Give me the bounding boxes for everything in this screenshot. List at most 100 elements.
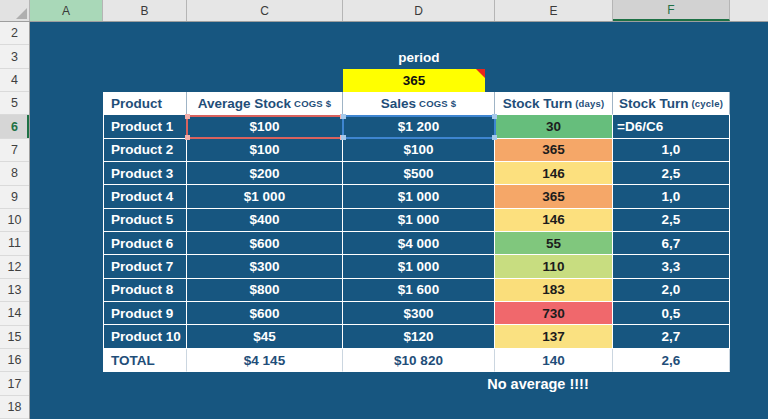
cell-stock-turn-cycle-formula[interactable]: =D6/C6: [613, 115, 730, 138]
cell-sales[interactable]: $120: [343, 325, 495, 348]
cell-stock-turn-days[interactable]: 55: [495, 232, 613, 255]
cell-stock-turn-cycle[interactable]: 2,7: [613, 325, 730, 348]
row-header-9[interactable]: 9: [0, 186, 29, 209]
cell-product[interactable]: Product 3: [103, 162, 187, 185]
cell-stock-turn-cycle[interactable]: 1,0: [613, 139, 730, 162]
cell-stock-turn-cycle[interactable]: 6,7: [613, 232, 730, 255]
cell-sales[interactable]: $100: [343, 139, 495, 162]
header-stock-turn-cycle-sub: (cycle): [692, 98, 724, 109]
column-header-c[interactable]: C: [187, 0, 343, 21]
row-header-10[interactable]: 10: [0, 209, 29, 232]
column-header-g-partial[interactable]: [730, 0, 768, 21]
cell-sales[interactable]: $1 600: [343, 279, 495, 302]
column-header-d[interactable]: D: [343, 0, 495, 21]
header-average-stock-label: Average Stock: [198, 96, 291, 111]
cell-product[interactable]: Product 10: [103, 325, 187, 348]
period-label-cell[interactable]: period: [343, 45, 495, 68]
column-header-b[interactable]: B: [103, 0, 187, 21]
ref-handle[interactable]: [492, 114, 497, 119]
cell-avg-stock[interactable]: $100: [187, 139, 343, 162]
cell-avg-stock[interactable]: $600: [187, 302, 343, 325]
cell-product[interactable]: Product 9: [103, 302, 187, 325]
cell-stock-turn-cycle[interactable]: 2,5: [613, 209, 730, 232]
row-header-bar: 2 3 4 5 6 7 8 9 10 11 12 13 14 15 16 17 …: [0, 22, 30, 419]
cell-product[interactable]: Product 8: [103, 279, 187, 302]
cell-stock-turn-cycle[interactable]: 3,3: [613, 255, 730, 278]
cell-sales[interactable]: $1 000: [343, 255, 495, 278]
ref-handle[interactable]: [341, 135, 346, 140]
total-sales-cell[interactable]: $10 820: [343, 349, 495, 372]
cell-avg-stock[interactable]: $400: [187, 209, 343, 232]
cell-avg-stock[interactable]: $1 000: [187, 185, 343, 208]
cell-stock-turn-days[interactable]: 110: [495, 255, 613, 278]
header-sales[interactable]: Sales COGS $: [343, 92, 495, 115]
total-stock-turn-days-cell[interactable]: 140: [495, 349, 613, 372]
cell-stock-turn-cycle[interactable]: 1,0: [613, 185, 730, 208]
row-header-5[interactable]: 5: [0, 92, 29, 115]
column-header-a[interactable]: A: [30, 0, 103, 21]
header-stock-turn-cycle-label: Stock Turn: [619, 96, 689, 111]
cell-avg-stock[interactable]: $600: [187, 232, 343, 255]
total-stock-turn-cycle-cell[interactable]: 2,6: [613, 349, 730, 372]
header-average-stock[interactable]: Average Stock COGS $: [187, 92, 343, 115]
row-header-4[interactable]: 4: [0, 69, 29, 92]
cell-stock-turn-days[interactable]: 730: [495, 302, 613, 325]
row-header-18[interactable]: 18: [0, 396, 29, 419]
ref-handle[interactable]: [185, 114, 190, 119]
cell-stock-turn-days[interactable]: 146: [495, 209, 613, 232]
cell-avg-stock[interactable]: $800: [187, 279, 343, 302]
cell-avg-stock[interactable]: $45: [187, 325, 343, 348]
row-header-11[interactable]: 11: [0, 232, 29, 255]
cell-stock-turn-days[interactable]: 183: [495, 279, 613, 302]
period-value-cell[interactable]: 365: [343, 69, 485, 92]
row-header-6[interactable]: 6: [0, 115, 29, 138]
formula-ref-border-c6[interactable]: [186, 115, 344, 139]
row-header-17[interactable]: 17: [0, 372, 29, 395]
row-header-7[interactable]: 7: [0, 139, 29, 162]
header-average-stock-sub: COGS $: [294, 98, 331, 109]
comment-indicator-icon: [476, 69, 485, 78]
select-all-corner[interactable]: [0, 0, 30, 21]
header-product[interactable]: Product: [103, 92, 187, 115]
row-header-8[interactable]: 8: [0, 162, 29, 185]
cell-sales[interactable]: $500: [343, 162, 495, 185]
header-stock-turn-cycle[interactable]: Stock Turn (cycle): [613, 92, 730, 115]
cell-product[interactable]: Product 4: [103, 185, 187, 208]
column-header-e[interactable]: E: [495, 0, 613, 21]
row-header-3[interactable]: 3: [0, 45, 29, 68]
row-header-15[interactable]: 15: [0, 326, 29, 349]
cell-stock-turn-cycle[interactable]: 2,5: [613, 162, 730, 185]
header-stock-turn-days[interactable]: Stock Turn (days): [495, 92, 613, 115]
row-header-12[interactable]: 12: [0, 256, 29, 279]
cell-stock-turn-days[interactable]: 365: [495, 185, 613, 208]
cell-avg-stock[interactable]: $300: [187, 255, 343, 278]
cell-sales[interactable]: $1 000: [343, 185, 495, 208]
cell-avg-stock[interactable]: $200: [187, 162, 343, 185]
cell-stock-turn-days[interactable]: 365: [495, 139, 613, 162]
row-header-14[interactable]: 14: [0, 302, 29, 325]
cell-product[interactable]: Product 1: [103, 115, 187, 138]
cell-stock-turn-days[interactable]: 146: [495, 162, 613, 185]
column-header-f[interactable]: F: [613, 0, 730, 21]
total-label-cell[interactable]: TOTAL: [103, 349, 187, 372]
formula-ref-border-d6[interactable]: [342, 115, 496, 139]
row-header-2[interactable]: 2: [0, 22, 29, 45]
cell-stock-turn-cycle[interactable]: 2,0: [613, 279, 730, 302]
cell-sales[interactable]: $4 000: [343, 232, 495, 255]
cell-sales[interactable]: $300: [343, 302, 495, 325]
row-header-16[interactable]: 16: [0, 349, 29, 372]
cell-stock-turn-days[interactable]: 30: [495, 115, 613, 138]
cell-sales[interactable]: $1 000: [343, 209, 495, 232]
total-avg-stock-cell[interactable]: $4 145: [187, 349, 343, 372]
row-header-13[interactable]: 13: [0, 279, 29, 302]
cell-stock-turn-days[interactable]: 137: [495, 325, 613, 348]
cell-product[interactable]: Product 6: [103, 232, 187, 255]
ref-handle[interactable]: [492, 135, 497, 140]
ref-handle[interactable]: [341, 114, 346, 119]
cell-product[interactable]: Product 2: [103, 139, 187, 162]
cell-stock-turn-cycle[interactable]: 0,5: [613, 302, 730, 325]
cell-product[interactable]: Product 5: [103, 209, 187, 232]
ref-handle[interactable]: [185, 135, 190, 140]
cell-product[interactable]: Product 7: [103, 255, 187, 278]
no-average-note-cell[interactable]: No average !!!!: [448, 373, 628, 396]
